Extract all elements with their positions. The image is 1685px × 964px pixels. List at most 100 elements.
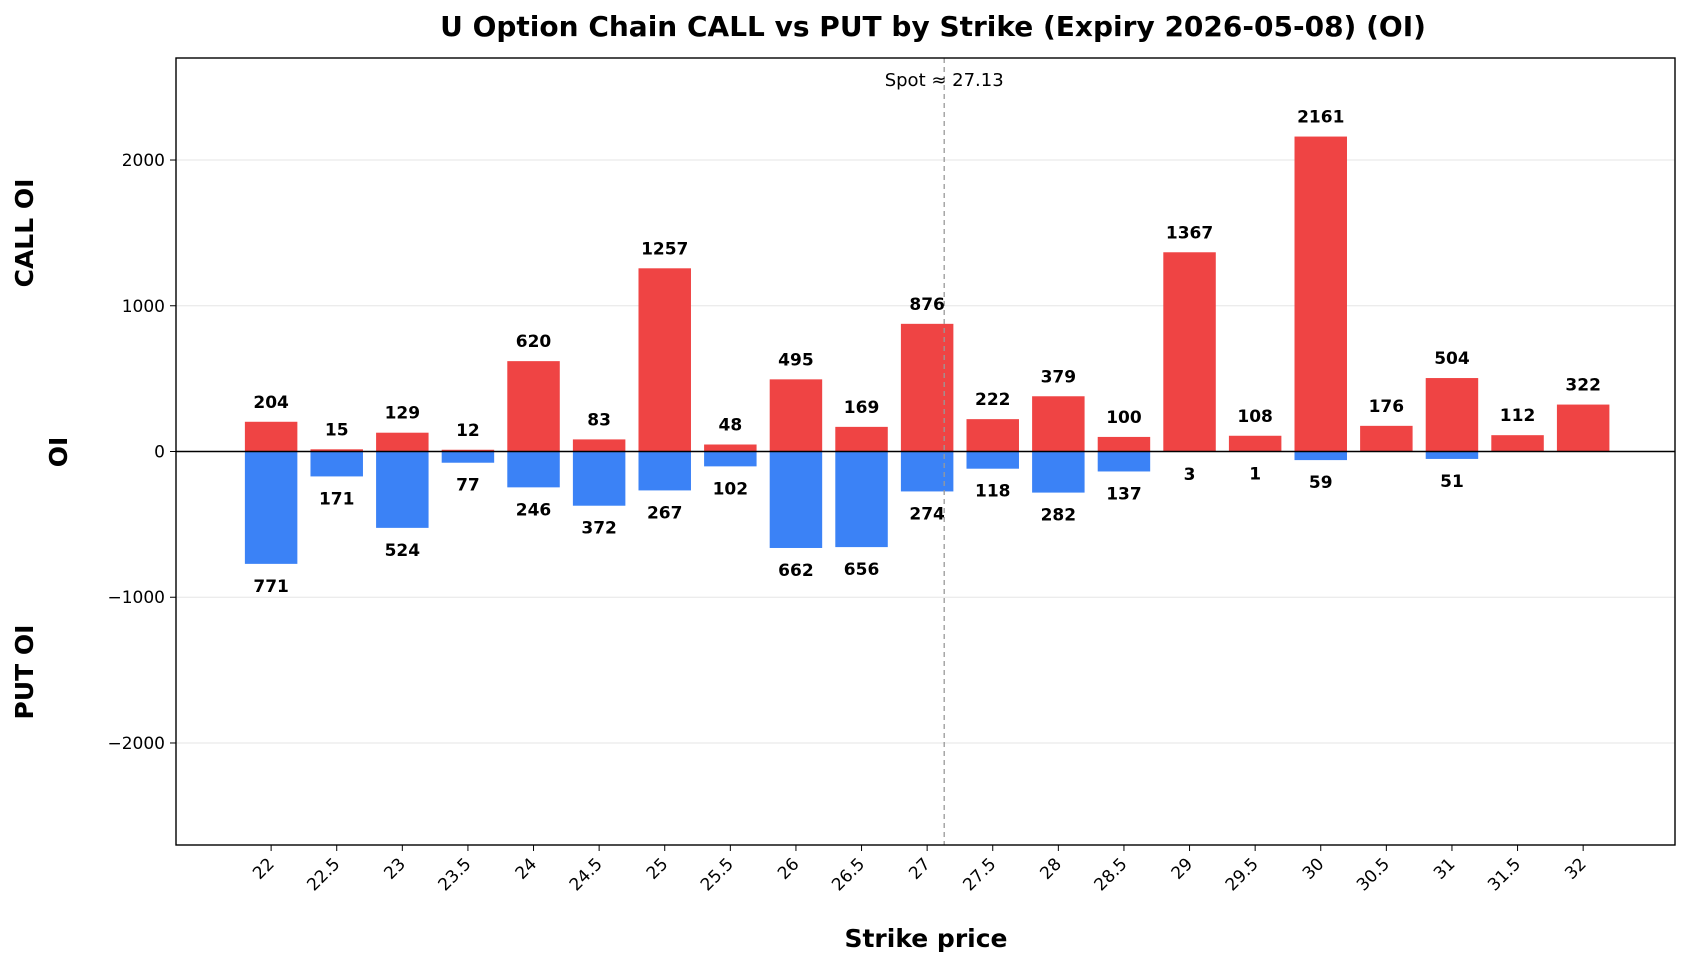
call-value-label: 495 bbox=[778, 350, 814, 370]
call-bar bbox=[835, 426, 888, 452]
put-value-label: 118 bbox=[975, 482, 1011, 502]
x-tick-label: 29.5 bbox=[1222, 854, 1263, 895]
put-value-label: 372 bbox=[581, 519, 617, 539]
call-value-label: 620 bbox=[516, 332, 552, 352]
call-value-label: 48 bbox=[718, 416, 742, 436]
call-value-label: 169 bbox=[844, 398, 880, 418]
bar-value-labels: 204 771 15 171 129 524 12 77 620 246 83 372 1257 267 4… bbox=[253, 108, 1601, 597]
x-tick-label: 30 bbox=[1299, 854, 1328, 883]
y-tick-label: −1000 bbox=[107, 588, 165, 608]
put-value-label: 77 bbox=[456, 476, 480, 496]
y-tick-label: 0 bbox=[154, 443, 165, 463]
call-value-label: 2161 bbox=[1297, 108, 1344, 128]
call-bar bbox=[1163, 252, 1216, 452]
y-axis-ticks: −2000 −1000 0 1000 2000 bbox=[107, 151, 176, 754]
spot-label: Spot ≈ 27.13 bbox=[885, 70, 1004, 91]
put-value-label: 656 bbox=[844, 560, 880, 580]
put-value-label: 662 bbox=[778, 561, 814, 581]
call-bar bbox=[638, 268, 691, 452]
put-bar bbox=[1097, 451, 1151, 472]
put-value-label: 771 bbox=[253, 577, 289, 597]
call-value-label: 379 bbox=[1041, 367, 1077, 387]
x-tick-label: 26.5 bbox=[828, 854, 869, 895]
call-value-label: 129 bbox=[385, 404, 421, 424]
y-axis-label: OI bbox=[44, 437, 73, 468]
x-tick-label: 31 bbox=[1430, 854, 1459, 883]
call-bar bbox=[1032, 396, 1085, 452]
put-oi-side-label: PUT OI bbox=[10, 625, 39, 720]
put-bar bbox=[572, 451, 626, 506]
call-bar bbox=[376, 432, 429, 452]
call-value-label: 100 bbox=[1106, 408, 1142, 428]
put-bar bbox=[1425, 451, 1479, 459]
x-tick-label: 26 bbox=[774, 854, 803, 883]
call-bar bbox=[704, 444, 757, 452]
plot-frame bbox=[175, 57, 1676, 846]
x-tick-label: 23 bbox=[380, 854, 409, 883]
call-value-label: 1257 bbox=[641, 239, 688, 259]
call-bar bbox=[310, 449, 363, 452]
put-bar bbox=[376, 451, 429, 528]
chart-title: U Option Chain CALL vs PUT by Strike (Ex… bbox=[440, 10, 1426, 43]
call-value-label: 12 bbox=[456, 421, 480, 441]
put-bar bbox=[310, 451, 363, 477]
call-bar bbox=[1491, 435, 1544, 452]
put-value-label: 3 bbox=[1184, 465, 1196, 485]
put-bar bbox=[835, 451, 888, 548]
call-bar bbox=[1228, 435, 1282, 452]
call-value-label: 176 bbox=[1369, 397, 1405, 417]
call-value-label: 1367 bbox=[1166, 223, 1213, 243]
x-tick-label: 25.5 bbox=[697, 854, 738, 895]
call-value-label: 15 bbox=[325, 420, 349, 440]
put-bar bbox=[507, 451, 560, 488]
y-tick-label: 2000 bbox=[122, 151, 165, 171]
call-bar bbox=[1294, 136, 1347, 452]
put-bar bbox=[1032, 451, 1085, 493]
y-tick-label: −2000 bbox=[107, 734, 165, 754]
call-bar bbox=[1360, 425, 1413, 452]
call-value-label: 876 bbox=[909, 295, 945, 315]
x-tick-label: 30.5 bbox=[1353, 854, 1394, 895]
call-bar bbox=[769, 379, 823, 452]
call-value-label: 112 bbox=[1500, 406, 1536, 426]
spot-line: Spot ≈ 27.13 bbox=[885, 58, 1004, 845]
put-value-label: 274 bbox=[909, 504, 945, 524]
x-tick-label: 22 bbox=[249, 854, 278, 883]
put-bar bbox=[900, 451, 954, 492]
put-bar bbox=[769, 451, 823, 548]
x-tick-label: 32 bbox=[1561, 854, 1590, 883]
put-value-label: 524 bbox=[385, 541, 421, 561]
put-value-label: 267 bbox=[647, 503, 683, 523]
x-tick-label: 28.5 bbox=[1091, 854, 1132, 895]
call-value-label: 204 bbox=[253, 393, 289, 413]
x-tick-label: 24 bbox=[512, 854, 541, 883]
call-oi-side-label: CALL OI bbox=[10, 179, 39, 288]
put-bar bbox=[244, 451, 298, 564]
x-tick-label: 27.5 bbox=[959, 854, 1000, 895]
call-value-label: 504 bbox=[1434, 349, 1470, 369]
x-tick-label: 22.5 bbox=[303, 854, 344, 895]
put-bar bbox=[441, 451, 495, 463]
call-value-label: 322 bbox=[1565, 376, 1601, 396]
x-axis-label: Strike price bbox=[844, 924, 1007, 953]
call-bar bbox=[1556, 404, 1610, 452]
y-tick-label: 1000 bbox=[122, 297, 165, 317]
put-value-label: 171 bbox=[319, 489, 355, 509]
x-tick-label: 29 bbox=[1168, 854, 1197, 883]
put-bar bbox=[1294, 451, 1347, 461]
call-bar bbox=[441, 449, 495, 452]
call-bar bbox=[966, 419, 1019, 452]
call-value-label: 83 bbox=[587, 410, 611, 430]
call-bar bbox=[1425, 378, 1479, 452]
put-value-label: 282 bbox=[1041, 506, 1077, 526]
put-bar bbox=[638, 451, 691, 491]
put-value-label: 246 bbox=[516, 500, 552, 520]
x-tick-label: 27 bbox=[905, 854, 934, 883]
call-bar bbox=[507, 361, 560, 452]
call-bar bbox=[1097, 436, 1151, 452]
x-tick-label: 25 bbox=[643, 854, 672, 883]
call-value-label: 222 bbox=[975, 390, 1011, 410]
put-bar bbox=[704, 451, 757, 467]
call-bar bbox=[244, 421, 298, 452]
